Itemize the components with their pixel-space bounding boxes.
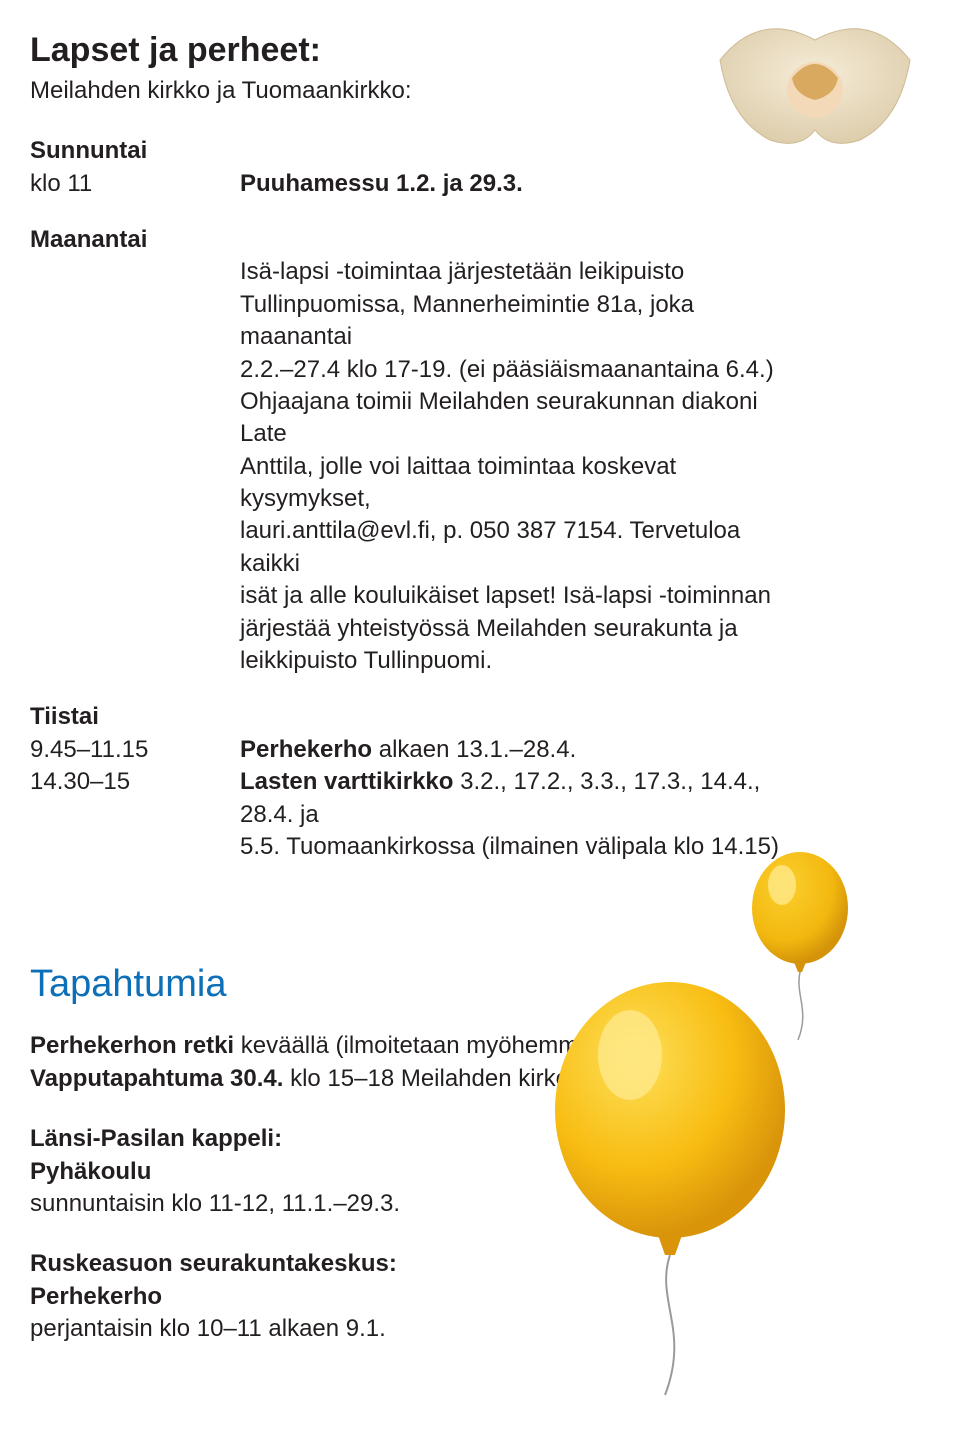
tiistai-time2: 14.30–15 xyxy=(30,766,240,798)
tiistai-row1-event-bold: Perhekerho xyxy=(240,736,372,763)
maanantai-line5: Anttila, jolle voi laittaa toimintaa kos… xyxy=(240,451,800,516)
maanantai-line4: Ohjaajana toimii Meilahden seurakunnan d… xyxy=(240,386,800,451)
maanantai-line1: Isä-lapsi -toimintaa järjestetään leikip… xyxy=(240,256,800,288)
tiistai-row1-event-rest-txt: alkaen 13.1.–28.4. xyxy=(379,736,577,763)
schedule-row-tiistai: Tiistai 9.45–11.15 14.30–15 Perhekerho a… xyxy=(30,701,920,863)
tiistai-row2-event-line2: 5.5. Tuomaankirkossa (ilmainen välipala … xyxy=(240,831,800,863)
tiistai-right: Perhekerho alkaen 13.1.–28.4. Lasten var… xyxy=(240,701,800,863)
maanantai-label: Maanantai xyxy=(30,224,240,256)
angel-image xyxy=(700,0,930,190)
maanantai-left: Maanantai xyxy=(30,224,240,677)
maanantai-line2: Tullinpuomissa, Mannerheimintie 81a, jok… xyxy=(240,289,800,354)
tiistai-row2-event-line1: Lasten varttikirkko 3.2., 17.2., 3.3., 1… xyxy=(240,766,800,831)
maanantai-line9: leikkipuisto Tullinpuomi. xyxy=(240,645,800,677)
page: Lapset ja perheet: Meilahden kirkko ja T… xyxy=(0,0,960,1446)
events-b1-l2a: Vapputapahtuma 30.4. xyxy=(30,1065,283,1092)
sunnuntai-time: klo 11 xyxy=(30,168,240,200)
sunnuntai-left: Sunnuntai klo 11 xyxy=(30,135,240,200)
maanantai-line8: järjestää yhteistyössä Meilahden seuraku… xyxy=(240,613,800,645)
tiistai-time1: 9.45–11.15 xyxy=(30,734,240,766)
tiistai-row1-event: Perhekerho alkaen 13.1.–28.4. xyxy=(240,734,800,766)
balloon-large-image xyxy=(540,980,800,1400)
events-b1-l1a: Perhekerhon retki xyxy=(30,1032,234,1059)
tiistai-row2-event-bold: Lasten varttikirkko xyxy=(240,768,453,795)
maanantai-line7: isät ja alle kouluikäiset lapset! Isä-la… xyxy=(240,580,800,612)
maanantai-line3: 2.2.–27.4 klo 17-19. (ei pääsiäismaanant… xyxy=(240,354,800,386)
tiistai-left: Tiistai 9.45–11.15 14.30–15 xyxy=(30,701,240,863)
maanantai-line6: lauri.anttila@evl.fi, p. 050 387 7154. T… xyxy=(240,515,800,580)
sunnuntai-label: Sunnuntai xyxy=(30,135,240,167)
tiistai-label: Tiistai xyxy=(30,701,240,733)
maanantai-right: Isä-lapsi -toimintaa järjestetään leikip… xyxy=(240,224,800,677)
schedule-row-maanantai: Maanantai Isä-lapsi -toimintaa järjestet… xyxy=(30,224,920,677)
